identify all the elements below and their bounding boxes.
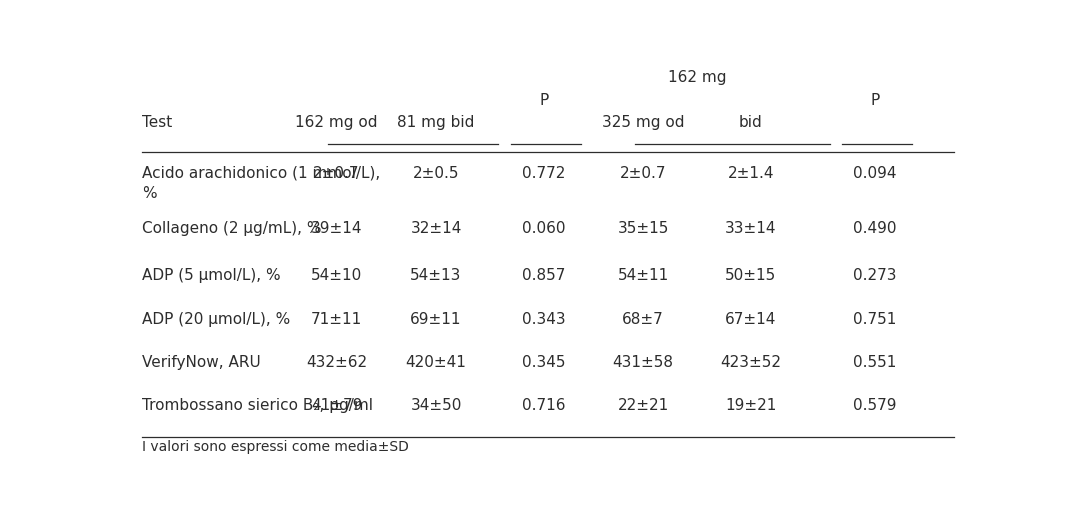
Text: 2±0.7: 2±0.7 bbox=[313, 166, 360, 181]
Text: 39±14: 39±14 bbox=[311, 221, 362, 236]
Text: 69±11: 69±11 bbox=[410, 312, 462, 327]
Text: 0.716: 0.716 bbox=[522, 398, 566, 413]
Text: %: % bbox=[142, 185, 156, 201]
Text: 2±0.5: 2±0.5 bbox=[413, 166, 460, 181]
Text: 41±79: 41±79 bbox=[311, 398, 362, 413]
Text: 162 mg od: 162 mg od bbox=[295, 115, 377, 130]
Text: 2±0.7: 2±0.7 bbox=[620, 166, 666, 181]
Text: 0.772: 0.772 bbox=[522, 166, 566, 181]
Text: 35±15: 35±15 bbox=[618, 221, 669, 236]
Text: ADP (5 μmol/L), %: ADP (5 μmol/L), % bbox=[142, 268, 280, 283]
Text: P: P bbox=[539, 93, 548, 108]
Text: 0.060: 0.060 bbox=[522, 221, 566, 236]
Text: P: P bbox=[870, 93, 880, 108]
Text: 0.273: 0.273 bbox=[853, 268, 897, 283]
Text: 420±41: 420±41 bbox=[405, 355, 466, 370]
Text: Test: Test bbox=[142, 115, 172, 130]
Text: 54±13: 54±13 bbox=[410, 268, 462, 283]
Text: 2±1.4: 2±1.4 bbox=[728, 166, 774, 181]
Text: 34±50: 34±50 bbox=[410, 398, 462, 413]
Text: 431±58: 431±58 bbox=[613, 355, 673, 370]
Text: 68±7: 68±7 bbox=[622, 312, 664, 327]
Text: ADP (20 μmol/L), %: ADP (20 μmol/L), % bbox=[142, 312, 290, 327]
Text: Collageno (2 μg/mL), %: Collageno (2 μg/mL), % bbox=[142, 221, 322, 236]
Text: 81 mg bid: 81 mg bid bbox=[398, 115, 475, 130]
Text: 19±21: 19±21 bbox=[725, 398, 776, 413]
Text: 325 mg od: 325 mg od bbox=[602, 115, 684, 130]
Text: 423±52: 423±52 bbox=[721, 355, 781, 370]
Text: 162 mg: 162 mg bbox=[668, 71, 726, 85]
Text: 0.579: 0.579 bbox=[853, 398, 897, 413]
Text: 0.490: 0.490 bbox=[853, 221, 897, 236]
Text: Acido arachidonico (1 mmol/L),: Acido arachidonico (1 mmol/L), bbox=[142, 166, 381, 181]
Text: 71±11: 71±11 bbox=[311, 312, 362, 327]
Text: I valori sono espressi come media±SD: I valori sono espressi come media±SD bbox=[142, 440, 408, 454]
Text: 0.343: 0.343 bbox=[522, 312, 566, 327]
Text: 32±14: 32±14 bbox=[410, 221, 462, 236]
Text: 54±11: 54±11 bbox=[618, 268, 669, 283]
Text: 22±21: 22±21 bbox=[618, 398, 669, 413]
Text: 0.551: 0.551 bbox=[853, 355, 897, 370]
Text: bid: bid bbox=[739, 115, 762, 130]
Text: 54±10: 54±10 bbox=[311, 268, 362, 283]
Text: Trombossano sierico B₂, pg/ml: Trombossano sierico B₂, pg/ml bbox=[142, 398, 373, 413]
Text: 0.345: 0.345 bbox=[522, 355, 566, 370]
Text: 67±14: 67±14 bbox=[725, 312, 776, 327]
Text: 0.094: 0.094 bbox=[853, 166, 897, 181]
Text: VerifyNow, ARU: VerifyNow, ARU bbox=[142, 355, 261, 370]
Text: 0.857: 0.857 bbox=[522, 268, 566, 283]
Text: 0.751: 0.751 bbox=[853, 312, 897, 327]
Text: 33±14: 33±14 bbox=[725, 221, 776, 236]
Text: 50±15: 50±15 bbox=[725, 268, 776, 283]
Text: 432±62: 432±62 bbox=[306, 355, 367, 370]
